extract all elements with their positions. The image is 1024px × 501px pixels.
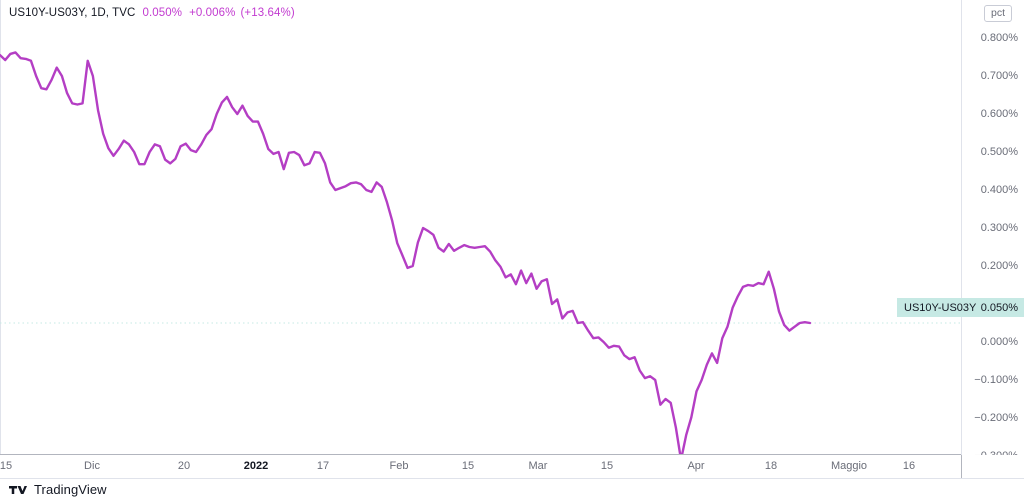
price-badge-value: 0.050% [980,301,1018,314]
tradingview-logo-icon [9,485,27,494]
legend-change-percent: (+13.64%) [240,7,295,19]
price-axis-unit-chip[interactable]: pct [983,5,1012,22]
price-line-chart [0,51,961,455]
price-axis-tick: 0.700% [980,70,1018,82]
series-line-us10y-us03y [0,51,812,455]
legend-last-value: 0.050% [142,7,183,19]
legend-symbol: US10Y-US03Y, 1D, TVC [9,7,136,19]
time-axis-tick: 17 [316,460,330,472]
price-axis[interactable]: pct 0.800% 0.700% 0.600% 0.500% 0.400% 0.300%… [897,0,1024,462]
time-axis-tick: Dic [84,460,100,472]
time-axis-tick: 20 [177,460,191,472]
legend-change-absolute: +0.006% [189,7,236,19]
tradingview-wordmark: TradingView [34,482,107,497]
price-axis-tick: 0.500% [980,146,1018,158]
pane-left-border [0,0,1,455]
time-axis-tick: 2022 [243,460,269,472]
chart-legend[interactable]: US10Y-US03Y, 1D, TVC 0.050% +0.006% (+13… [9,6,295,20]
price-axis-tick: 0.200% [980,260,1018,272]
time-axis-tick: Apr [687,460,705,472]
time-axis-tick: Mar [528,460,548,472]
price-axis-tick: 0.400% [980,184,1018,196]
price-axis-tick: −0.200% [974,412,1018,424]
chart-pane[interactable]: US10Y-US03Y, 1D, TVC 0.050% +0.006% (+13… [0,0,961,455]
time-axis-tick: Maggio [830,460,868,472]
time-axis-tick: 15 [600,460,614,472]
price-badge-symbol: US10Y-US03Y [904,301,977,314]
price-axis-tick: −0.100% [974,374,1018,386]
time-axis[interactable]: 15 Dic 20 2022 17 Feb 15 Mar 15 Apr 18 Maggio 16 [0,455,1024,479]
time-axis-tick: 15 [0,460,13,472]
price-axis-border [961,0,962,455]
price-axis-tick: 0.300% [980,222,1018,234]
time-axis-bottom-border [0,478,1024,479]
pane-bottom-border [0,454,961,455]
price-axis-tick: 0.600% [980,108,1018,120]
current-price-badge[interactable]: US10Y-US03Y 0.050% [897,298,1024,317]
price-axis-tick: 0.000% [980,336,1018,348]
time-axis-tick: 15 [461,460,475,472]
price-axis-tick: 0.800% [980,32,1018,44]
time-axis-tick: 18 [764,460,778,472]
time-axis-tick: 16 [902,460,916,472]
tradingview-watermark[interactable]: TradingView [9,482,107,497]
time-axis-tick: Feb [389,460,409,472]
time-axis-separator [961,455,962,478]
